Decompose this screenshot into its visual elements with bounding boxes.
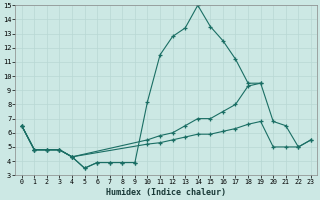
X-axis label: Humidex (Indice chaleur): Humidex (Indice chaleur) (106, 188, 226, 197)
